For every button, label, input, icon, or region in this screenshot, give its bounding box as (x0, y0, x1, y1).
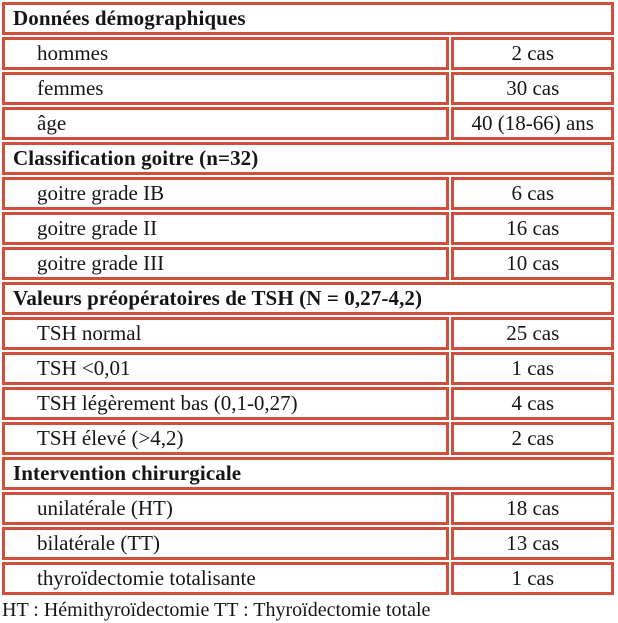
row-label: thyroïdectomie totalisante (2, 562, 450, 595)
row-label: hommes (2, 37, 450, 70)
table-row: TSH légèrement bas (0,1-0,27) 4 cas (2, 387, 614, 420)
row-value: 40 (18-66) ans (451, 107, 614, 140)
table-row: goitre grade IB 6 cas (2, 177, 614, 210)
table-row: goitre grade III 10 cas (2, 247, 614, 280)
table-row: bilatérale (TT) 13 cas (2, 527, 614, 560)
section-header: Intervention chirurgicale (2, 457, 614, 490)
row-value: 10 cas (451, 247, 614, 280)
table-footnote: HT : Hémithyroïdectomie TT : Thyroïdecto… (2, 599, 431, 621)
table-row: TSH normal 25 cas (2, 317, 614, 350)
row-label: goitre grade IB (2, 177, 450, 210)
row-label: unilatérale (HT) (2, 492, 450, 525)
row-value: 2 cas (451, 37, 614, 70)
section-header-row: Valeurs préopératoires de TSH (N = 0,27-… (2, 282, 614, 315)
section-header-row: Données démographiques (2, 2, 614, 35)
table-row: âge 40 (18-66) ans (2, 107, 614, 140)
row-value: 4 cas (451, 387, 614, 420)
row-label: goitre grade III (2, 247, 450, 280)
row-label: TSH légèrement bas (0,1-0,27) (2, 387, 450, 420)
row-label: goitre grade II (2, 212, 450, 245)
row-label: femmes (2, 72, 450, 105)
section-header: Données démographiques (2, 2, 614, 35)
row-label: TSH <0,01 (2, 352, 450, 385)
section-header: Classification goitre (n=32) (2, 142, 614, 175)
row-value: 30 cas (451, 72, 614, 105)
table-row: hommes 2 cas (2, 37, 614, 70)
data-table: Données démographiques hommes 2 cas femmes 3… (2, 2, 614, 595)
table-row: thyroïdectomie totalisante 1 cas (2, 562, 614, 595)
section-header: Valeurs préopératoires de TSH (N = 0,27-… (2, 282, 614, 315)
row-label: TSH normal (2, 317, 450, 350)
table-body: Données démographiques hommes 2 cas femmes 3… (2, 2, 614, 595)
row-value: 25 cas (451, 317, 614, 350)
row-label: âge (2, 107, 450, 140)
row-value: 1 cas (451, 352, 614, 385)
row-value: 2 cas (451, 422, 614, 455)
table-row: goitre grade II 16 cas (2, 212, 614, 245)
section-header-row: Intervention chirurgicale (2, 457, 614, 490)
row-label: TSH élevé (>4,2) (2, 422, 450, 455)
table-row: femmes 30 cas (2, 72, 614, 105)
row-value: 1 cas (451, 562, 614, 595)
row-value: 18 cas (451, 492, 614, 525)
row-value: 6 cas (451, 177, 614, 210)
row-label: bilatérale (TT) (2, 527, 450, 560)
table-row: unilatérale (HT) 18 cas (2, 492, 614, 525)
row-value: 13 cas (451, 527, 614, 560)
table-row: TSH élevé (>4,2) 2 cas (2, 422, 614, 455)
row-value: 16 cas (451, 212, 614, 245)
section-header-row: Classification goitre (n=32) (2, 142, 614, 175)
table-row: TSH <0,01 1 cas (2, 352, 614, 385)
